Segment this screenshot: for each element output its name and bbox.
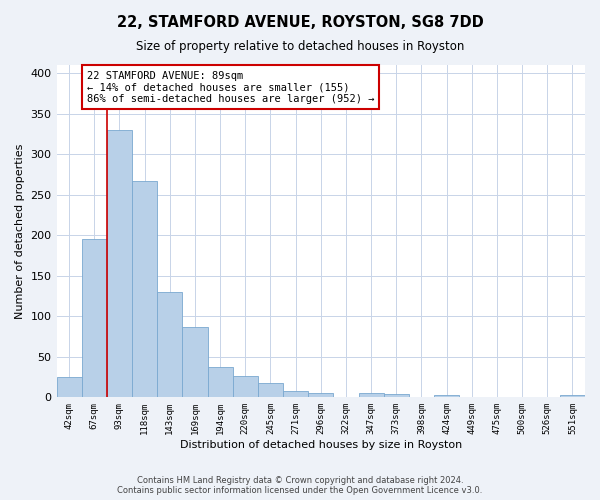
Bar [359,394,383,398]
X-axis label: Distribution of detached houses by size in Royston: Distribution of detached houses by size … [179,440,462,450]
Text: 22 STAMFORD AVENUE: 89sqm
← 14% of detached houses are smaller (155)
86% of semi: 22 STAMFORD AVENUE: 89sqm ← 14% of detac… [87,70,374,104]
Text: Size of property relative to detached houses in Royston: Size of property relative to detached ho… [136,40,464,53]
Bar [132,181,157,398]
Bar [560,395,585,398]
Bar [383,394,409,398]
Bar [233,376,258,398]
Text: Contains HM Land Registry data © Crown copyright and database right 2024.
Contai: Contains HM Land Registry data © Crown c… [118,476,482,495]
Bar [182,327,208,398]
Bar [208,366,233,398]
Bar [434,395,459,398]
Bar [107,130,132,398]
Text: 22, STAMFORD AVENUE, ROYSTON, SG8 7DD: 22, STAMFORD AVENUE, ROYSTON, SG8 7DD [116,15,484,30]
Bar [157,292,182,398]
Bar [258,382,283,398]
Bar [283,391,308,398]
Y-axis label: Number of detached properties: Number of detached properties [15,144,25,319]
Bar [82,240,107,398]
Bar [308,394,334,398]
Bar [56,377,82,398]
